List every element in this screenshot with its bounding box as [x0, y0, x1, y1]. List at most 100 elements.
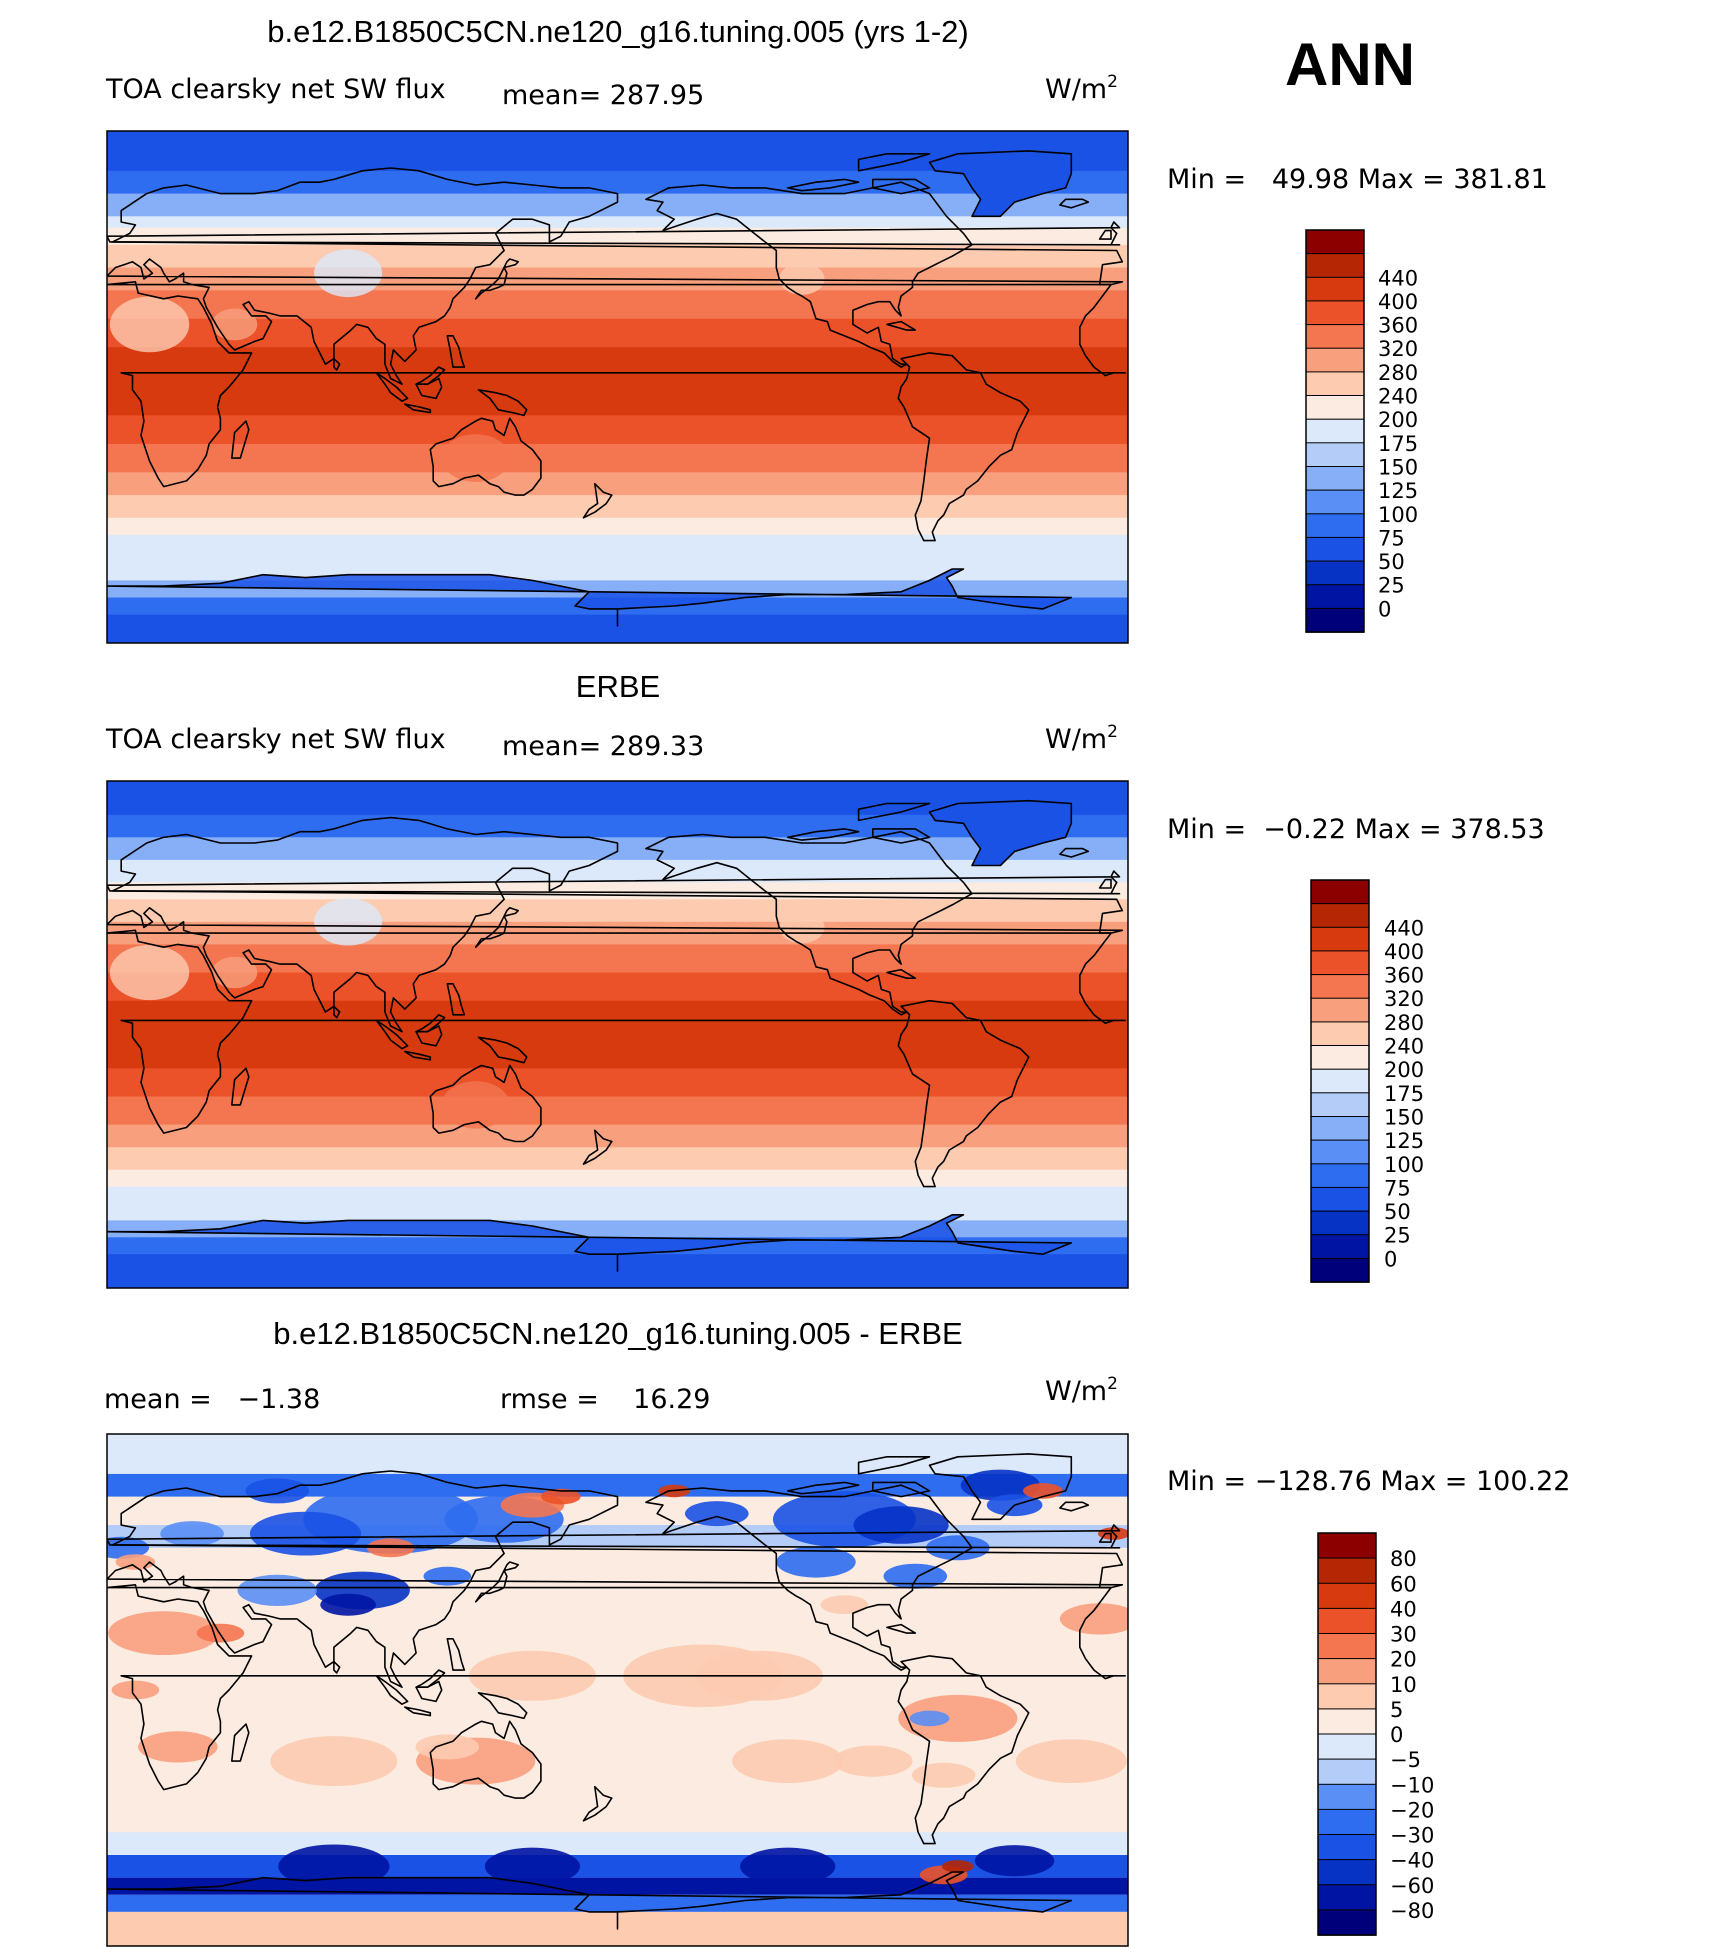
coastline	[429, 1064, 542, 1143]
colorbar-tick-label: −40	[1390, 1849, 1434, 1873]
zonal-band	[107, 131, 1128, 138]
zonal-band	[107, 324, 1128, 331]
mean-label: mean= 287.95	[502, 80, 704, 111]
colorbar-frame	[1305, 229, 1365, 633]
mean-label: mean= 289.33	[502, 731, 704, 762]
coastline	[231, 420, 250, 459]
surface-patch	[779, 262, 825, 295]
zonal-band	[107, 809, 1128, 816]
coastline	[375, 372, 409, 402]
zonal-band	[107, 443, 1128, 451]
colorbar-box	[1305, 584, 1365, 610]
zonal-band	[107, 330, 1128, 337]
coastline	[107, 1214, 1073, 1272]
coastline	[333, 1660, 341, 1674]
colorbar-box	[1317, 1708, 1377, 1735]
zonal-band	[107, 392, 1128, 399]
anomaly-patch	[974, 1845, 1055, 1877]
coastline	[503, 907, 519, 917]
coastline	[446, 1638, 466, 1671]
map-frame	[106, 1433, 1129, 1947]
panel-obs: ERBE TOA clearsky net SW flux mean= 289.…	[105, 669, 1545, 1289]
zonal-band	[107, 910, 1128, 917]
zonal-band	[107, 557, 1128, 564]
zonal-band	[107, 426, 1128, 434]
anomaly-patch	[278, 1844, 390, 1889]
season-label: ANN	[1285, 31, 1415, 98]
zonal-band	[107, 1271, 1128, 1278]
colorbar-box	[1305, 489, 1365, 515]
coastline	[1059, 198, 1090, 209]
zonal-band	[107, 797, 1128, 805]
anomaly-patch	[740, 1847, 836, 1886]
colorbar-tick-label: 200	[1378, 408, 1418, 432]
anomaly-patch	[249, 1511, 362, 1556]
coastline	[928, 799, 1073, 867]
zonal-band	[107, 1028, 1128, 1036]
anomaly-patch	[911, 1762, 976, 1788]
zonal-band	[107, 205, 1128, 212]
zonal-band	[107, 893, 1128, 900]
contour-field	[107, 1434, 1128, 1946]
colorbar-box	[1317, 1733, 1377, 1760]
zonal-band	[107, 1220, 1128, 1227]
zonal-band	[107, 1040, 1128, 1047]
colorbar-box	[1305, 276, 1365, 302]
coastlines	[107, 1453, 1126, 1930]
coastline	[1098, 229, 1112, 240]
zonal-band	[107, 1102, 1128, 1109]
colorbar-tick-label: 440	[1384, 916, 1424, 940]
colorbar-box	[1305, 560, 1365, 586]
colorbar-box	[1305, 253, 1365, 279]
colorbar-tick-label: 60	[1390, 1572, 1417, 1596]
colorbar-tick-label: 200	[1384, 1058, 1424, 1082]
zonal-band	[107, 301, 1128, 308]
zonal-band	[107, 1119, 1128, 1126]
zonal-band	[107, 1045, 1128, 1052]
zonal-band	[107, 216, 1128, 223]
coastline	[446, 335, 466, 368]
zonal-band	[107, 278, 1128, 286]
zonal-band	[107, 387, 1128, 394]
min-max-label: Min = 49.98 Max = 381.81	[1167, 164, 1548, 195]
colorbar-tick-label: −5	[1390, 1748, 1421, 1772]
zonal-band	[107, 888, 1128, 895]
zonal-band	[107, 552, 1128, 559]
coastline	[1098, 1532, 1112, 1543]
zonal-band	[107, 176, 1128, 183]
coastline	[333, 357, 341, 371]
zonal-band	[107, 1147, 1128, 1154]
zonal-band	[107, 318, 1128, 325]
zonal-band	[107, 455, 1128, 462]
zonal-band	[107, 1832, 1128, 1855]
colorbar-box	[1305, 395, 1365, 420]
zonal-band	[107, 210, 1128, 217]
zonal-band	[107, 876, 1128, 883]
zonal-band	[107, 972, 1128, 979]
zonal-band	[107, 404, 1128, 411]
colorbar-box	[1317, 1834, 1377, 1861]
zonal-band	[107, 1158, 1128, 1165]
coastline	[107, 1871, 1073, 1930]
colorbar-tick-label: −20	[1390, 1798, 1434, 1822]
zonal-band	[107, 358, 1128, 365]
zonal-band	[107, 927, 1128, 934]
zonal-band	[107, 820, 1128, 827]
colorbar-box	[1310, 997, 1370, 1023]
colorbar-frame	[1310, 879, 1370, 1283]
variable-label: TOA clearsky net SW flux	[105, 74, 446, 105]
colorbar-tick-label: 0	[1384, 1247, 1397, 1271]
zonal-band	[107, 580, 1128, 587]
zonal-band	[107, 1209, 1128, 1216]
coastline	[231, 1067, 250, 1106]
surface-patch	[441, 434, 510, 483]
zonal-band	[107, 517, 1128, 525]
colorbar-tick-label: 0	[1378, 597, 1391, 621]
zonal-band	[107, 1000, 1128, 1007]
coastline	[446, 983, 466, 1016]
colorbar-box	[1317, 1683, 1377, 1710]
colorbar-box	[1310, 1210, 1370, 1236]
zonal-band	[107, 1130, 1128, 1137]
